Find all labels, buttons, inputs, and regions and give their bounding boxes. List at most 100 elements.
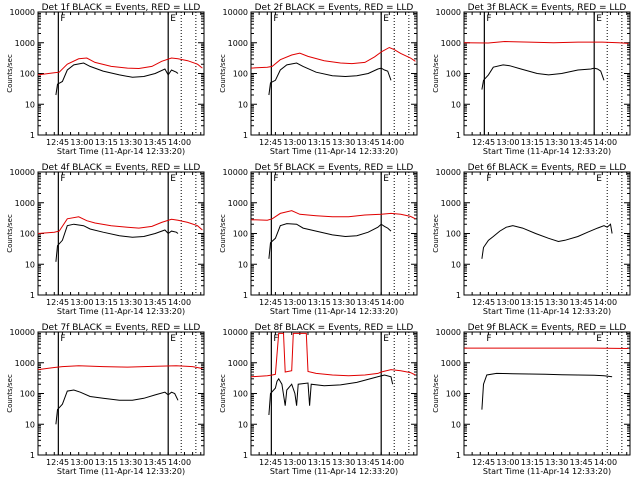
x-tick-label: 13:45 xyxy=(570,458,593,467)
x-tick-label: 14:00 xyxy=(381,298,404,307)
panel-title: Det 8f BLACK = Events, RED = LLD xyxy=(255,323,414,333)
y-tick-label: 100 xyxy=(446,70,461,79)
y-tick-label: 1 xyxy=(243,131,248,140)
plot-frame xyxy=(250,331,418,456)
x-tick-label: 13:45 xyxy=(357,298,380,307)
lld-series-line xyxy=(250,210,416,221)
y-axis-label: Counts/sec xyxy=(219,374,227,413)
events-series-line xyxy=(481,223,613,259)
x-tick-label: 13:45 xyxy=(144,458,167,467)
x-tick-label: 14:00 xyxy=(594,138,617,147)
y-tick-label: 1000 xyxy=(15,39,35,48)
start-flag-label: F xyxy=(486,14,491,24)
panel-1: Det 1f BLACK = Events, RED = LLD 1 10 100 10… xyxy=(6,3,205,156)
y-tick-label: 10 xyxy=(25,100,35,109)
x-tick-label: 13:15 xyxy=(308,458,331,467)
x-tick-label: 13:45 xyxy=(570,298,593,307)
x-tick-label: 12:45 xyxy=(472,298,495,307)
x-tick-label: 12:45 xyxy=(46,138,69,147)
start-flag-label: F xyxy=(486,174,491,184)
y-tick-label: 10 xyxy=(25,420,35,429)
x-axis-label: Start Time (11-Apr-14 12:33:20) xyxy=(57,467,185,476)
x-tick-label: 13:30 xyxy=(332,138,355,147)
y-axis-label: Counts/sec xyxy=(219,214,227,253)
x-tick-label: 13:15 xyxy=(308,298,331,307)
lld-series-line xyxy=(37,57,203,76)
plot-frame xyxy=(463,331,631,456)
panel-7: Det 7f BLACK = Events, RED = LLD 1 10 100 10… xyxy=(6,323,205,476)
panel-title: Det 9f BLACK = Events, RED = LLD xyxy=(468,323,627,333)
y-axis-label: Counts/sec xyxy=(6,214,14,253)
y-tick-label: 10000 xyxy=(10,8,35,17)
x-tick-label: 13:00 xyxy=(70,458,93,467)
x-tick-label: 13:15 xyxy=(521,138,544,147)
y-tick-label: 100 xyxy=(233,390,248,399)
end-flag-label: E xyxy=(383,334,389,344)
x-tick-label: 14:00 xyxy=(168,298,191,307)
y-tick-label: 10000 xyxy=(223,168,248,177)
x-tick-label: 13:30 xyxy=(332,458,355,467)
x-tick-label: 13:00 xyxy=(70,138,93,147)
events-series-line xyxy=(268,62,392,96)
x-tick-label: 13:30 xyxy=(545,138,568,147)
panel-title: Det 5f BLACK = Events, RED = LLD xyxy=(255,163,414,173)
x-tick-label: 13:00 xyxy=(496,298,519,307)
x-tick-label: 13:30 xyxy=(119,458,142,467)
x-tick-label: 13:15 xyxy=(95,298,118,307)
x-tick-label: 12:45 xyxy=(46,458,69,467)
x-axis-label: Start Time (11-Apr-14 12:33:20) xyxy=(57,307,185,316)
start-flag-label: F xyxy=(273,334,278,344)
y-tick-label: 10000 xyxy=(223,8,248,17)
y-tick-label: 100 xyxy=(20,70,35,79)
x-tick-label: 13:00 xyxy=(283,138,306,147)
y-axis-label: Counts/sec xyxy=(6,374,14,413)
y-tick-label: 1000 xyxy=(228,39,248,48)
start-flag-label: F xyxy=(60,334,65,344)
y-tick-label: 10000 xyxy=(10,168,35,177)
y-tick-label: 100 xyxy=(446,390,461,399)
end-flag-label: E xyxy=(170,334,176,344)
y-tick-label: 100 xyxy=(446,230,461,239)
y-tick-label: 10000 xyxy=(436,8,461,17)
x-axis-label: Start Time (11-Apr-14 12:33:20) xyxy=(270,147,398,156)
x-tick-label: 13:30 xyxy=(332,298,355,307)
x-tick-label: 13:45 xyxy=(144,298,167,307)
y-tick-label: 1 xyxy=(30,131,35,140)
lld-series-line xyxy=(37,216,203,234)
events-series-line xyxy=(55,62,179,96)
end-flag-label: E xyxy=(170,174,176,184)
x-tick-label: 13:00 xyxy=(496,458,519,467)
x-tick-label: 13:15 xyxy=(95,458,118,467)
y-tick-label: 10 xyxy=(451,100,461,109)
start-flag-label: F xyxy=(273,14,278,24)
x-tick-label: 13:15 xyxy=(521,458,544,467)
x-axis-label: Start Time (11-Apr-14 12:33:20) xyxy=(483,467,611,476)
x-tick-label: 13:45 xyxy=(357,458,380,467)
y-tick-label: 1 xyxy=(243,291,248,300)
y-tick-label: 1 xyxy=(30,451,35,460)
lld-series-line xyxy=(37,365,203,371)
panel-title: Det 7f BLACK = Events, RED = LLD xyxy=(42,323,201,333)
y-axis-label: Counts/sec xyxy=(6,54,14,93)
x-tick-label: 14:00 xyxy=(168,458,191,467)
y-axis-label: Counts/sec xyxy=(219,54,227,93)
y-tick-label: 1 xyxy=(243,451,248,460)
x-tick-label: 12:45 xyxy=(259,458,282,467)
end-flag-label: E xyxy=(596,174,602,184)
events-series-line xyxy=(481,372,613,410)
panel-5: Det 5f BLACK = Events, RED = LLD 1 10 100 10… xyxy=(219,163,418,316)
y-tick-label: 1 xyxy=(30,291,35,300)
x-tick-label: 14:00 xyxy=(594,298,617,307)
y-tick-label: 10000 xyxy=(223,328,248,337)
lld-series-line xyxy=(250,46,416,69)
panel-title: Det 1f BLACK = Events, RED = LLD xyxy=(42,3,201,13)
y-tick-label: 1000 xyxy=(228,199,248,208)
y-tick-label: 10 xyxy=(238,100,248,109)
x-tick-label: 13:30 xyxy=(545,298,568,307)
plot-frame xyxy=(37,11,205,136)
y-tick-label: 10 xyxy=(25,260,35,269)
y-tick-label: 100 xyxy=(233,230,248,239)
lld-series-line xyxy=(463,40,629,44)
x-tick-label: 12:45 xyxy=(259,298,282,307)
